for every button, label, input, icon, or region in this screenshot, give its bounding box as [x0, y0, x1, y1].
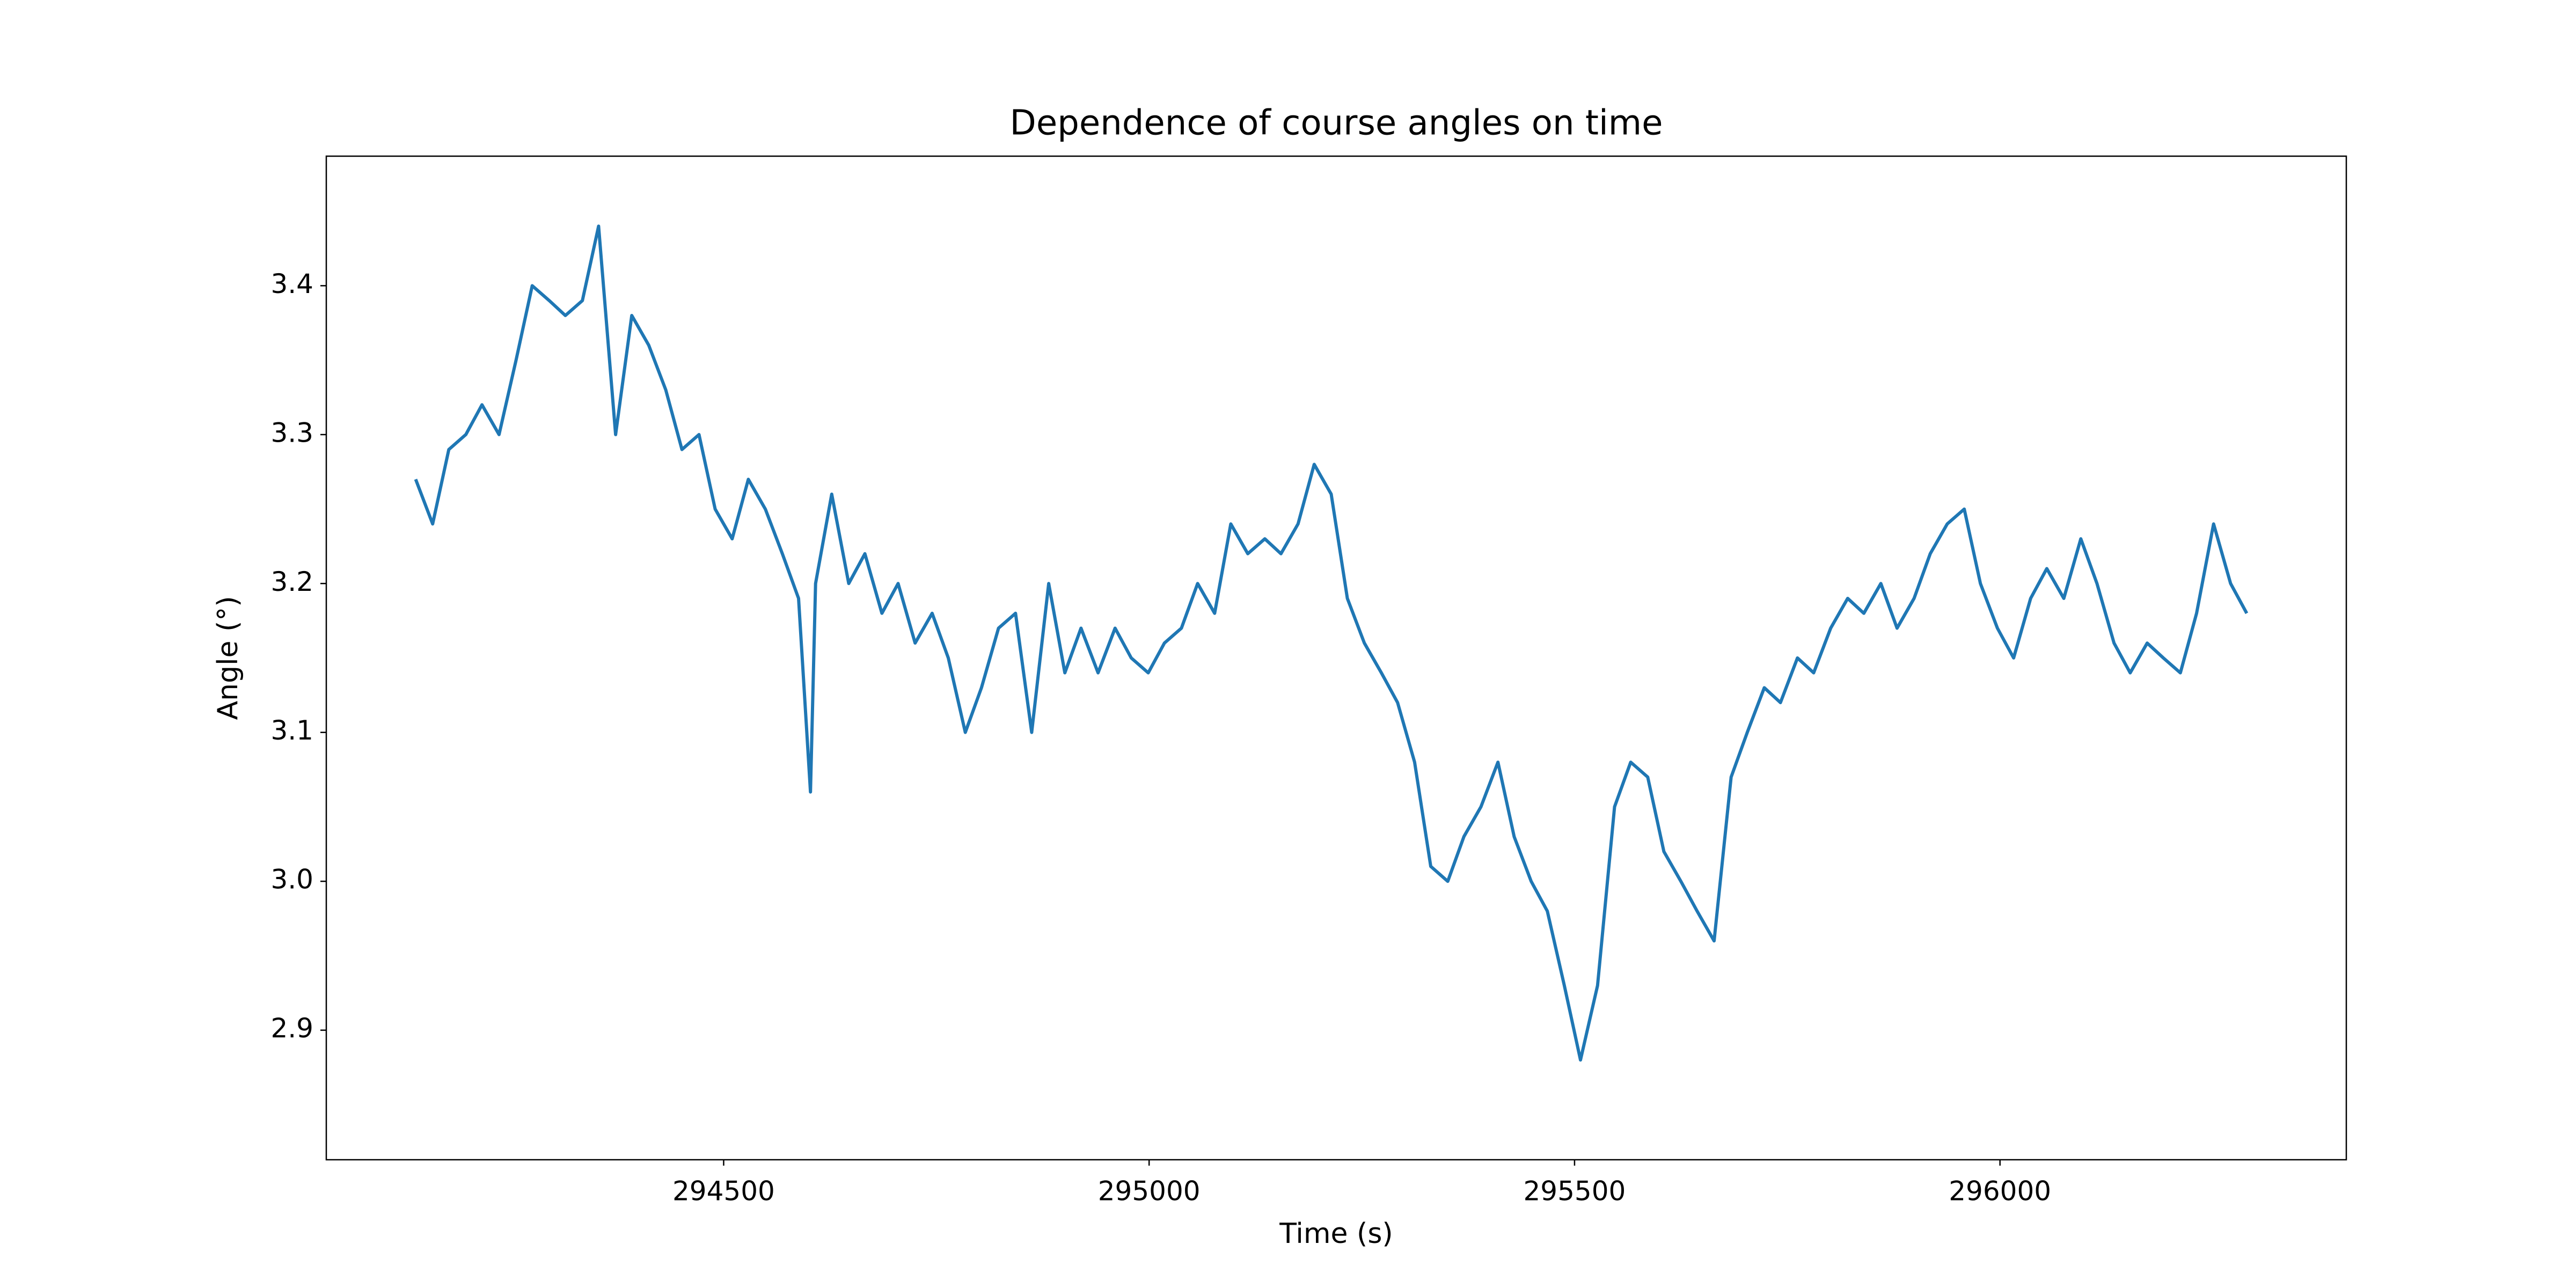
y-tick-label: 2.9	[270, 1013, 313, 1044]
x-tick-label: 296000	[1949, 1176, 2051, 1207]
chart-title: Dependence of course angles on time	[1010, 104, 1663, 143]
y-tick-label: 3.0	[270, 864, 313, 895]
y-tick-label: 3.4	[270, 268, 313, 299]
y-tick-label: 3.3	[270, 417, 313, 448]
plot-frame	[325, 155, 2347, 1161]
data-line	[414, 224, 2249, 1062]
x-tick-label: 295500	[1524, 1176, 1626, 1207]
x-axis-label: Time (s)	[1279, 1218, 1393, 1250]
x-tick-label: 295000	[1098, 1176, 1201, 1207]
y-tick-label: 3.2	[270, 566, 313, 597]
y-tick-label: 3.1	[270, 715, 313, 746]
y-axis-label: Angle (°)	[212, 596, 244, 720]
x-tick-label: 294500	[672, 1176, 775, 1207]
